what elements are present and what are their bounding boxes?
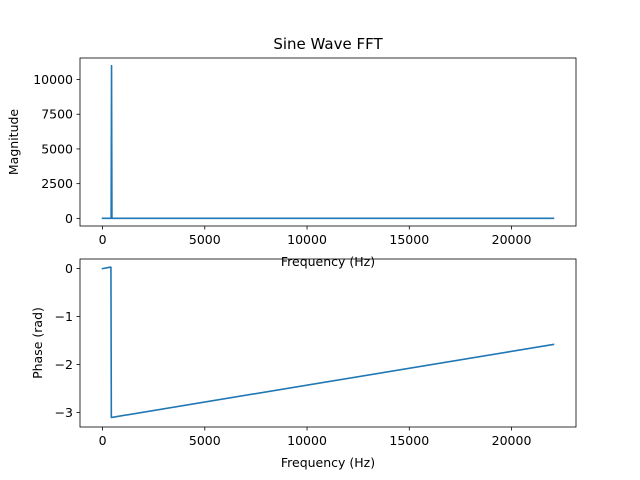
phase-axes-frame [79, 258, 577, 428]
magnitude-x-tick-label: 20000 [492, 232, 532, 247]
phase-y-tick-label: −3 [55, 405, 73, 420]
magnitude-axes: Sine Wave FFT 0 5000 10000 15000 20000 0 2500… [6, 35, 577, 269]
magnitude-x-tick-label: 0 [99, 232, 107, 247]
phase-y-tick-label: 0 [65, 261, 73, 276]
magnitude-axes-frame [79, 57, 577, 227]
phase-x-tick-label: 20000 [492, 433, 532, 448]
magnitude-x-tick-label: 15000 [389, 232, 429, 247]
magnitude-y-tick-label: 10000 [33, 72, 73, 87]
magnitude-y-tick-label: 2500 [41, 176, 73, 191]
magnitude-plot-area [101, 64, 555, 220]
phase-y-tick-label: −2 [55, 357, 73, 372]
magnitude-x-tick-label: 10000 [287, 232, 327, 247]
phase-x-tick-label: 0 [99, 433, 107, 448]
chart-title: Sine Wave FFT [273, 35, 383, 53]
magnitude-y-tick-label: 7500 [41, 107, 73, 122]
magnitude-y-ticks: 0 2500 5000 7500 10000 [33, 72, 80, 226]
phase-x-tick-label: 10000 [287, 433, 327, 448]
phase-x-tick-label: 15000 [389, 433, 429, 448]
phase-axes: 0 5000 10000 15000 20000 0 −1 −2 −3 Frequency (… [30, 258, 577, 470]
phase-y-tick-label: −1 [55, 309, 73, 324]
phase-x-tick-label: 5000 [189, 433, 221, 448]
magnitude-y-tick-label: 0 [65, 211, 73, 226]
phase-x-axis-label: Frequency (Hz) [281, 455, 375, 470]
magnitude-x-axis-label: Frequency (Hz) [281, 254, 375, 269]
phase-y-axis-label: Phase (rad) [30, 307, 45, 379]
phase-plot-area [101, 266, 555, 419]
phase-series-line-0 [101, 266, 555, 419]
magnitude-series-line-0 [101, 64, 555, 220]
magnitude-y-tick-label: 5000 [41, 141, 73, 156]
phase-y-ticks: 0 −1 −2 −3 [55, 261, 80, 420]
magnitude-x-ticks: 0 5000 10000 15000 20000 [99, 226, 532, 247]
magnitude-x-tick-label: 5000 [189, 232, 221, 247]
phase-x-ticks: 0 5000 10000 15000 20000 [99, 427, 532, 448]
magnitude-y-axis-label: Magnitude [6, 109, 21, 176]
